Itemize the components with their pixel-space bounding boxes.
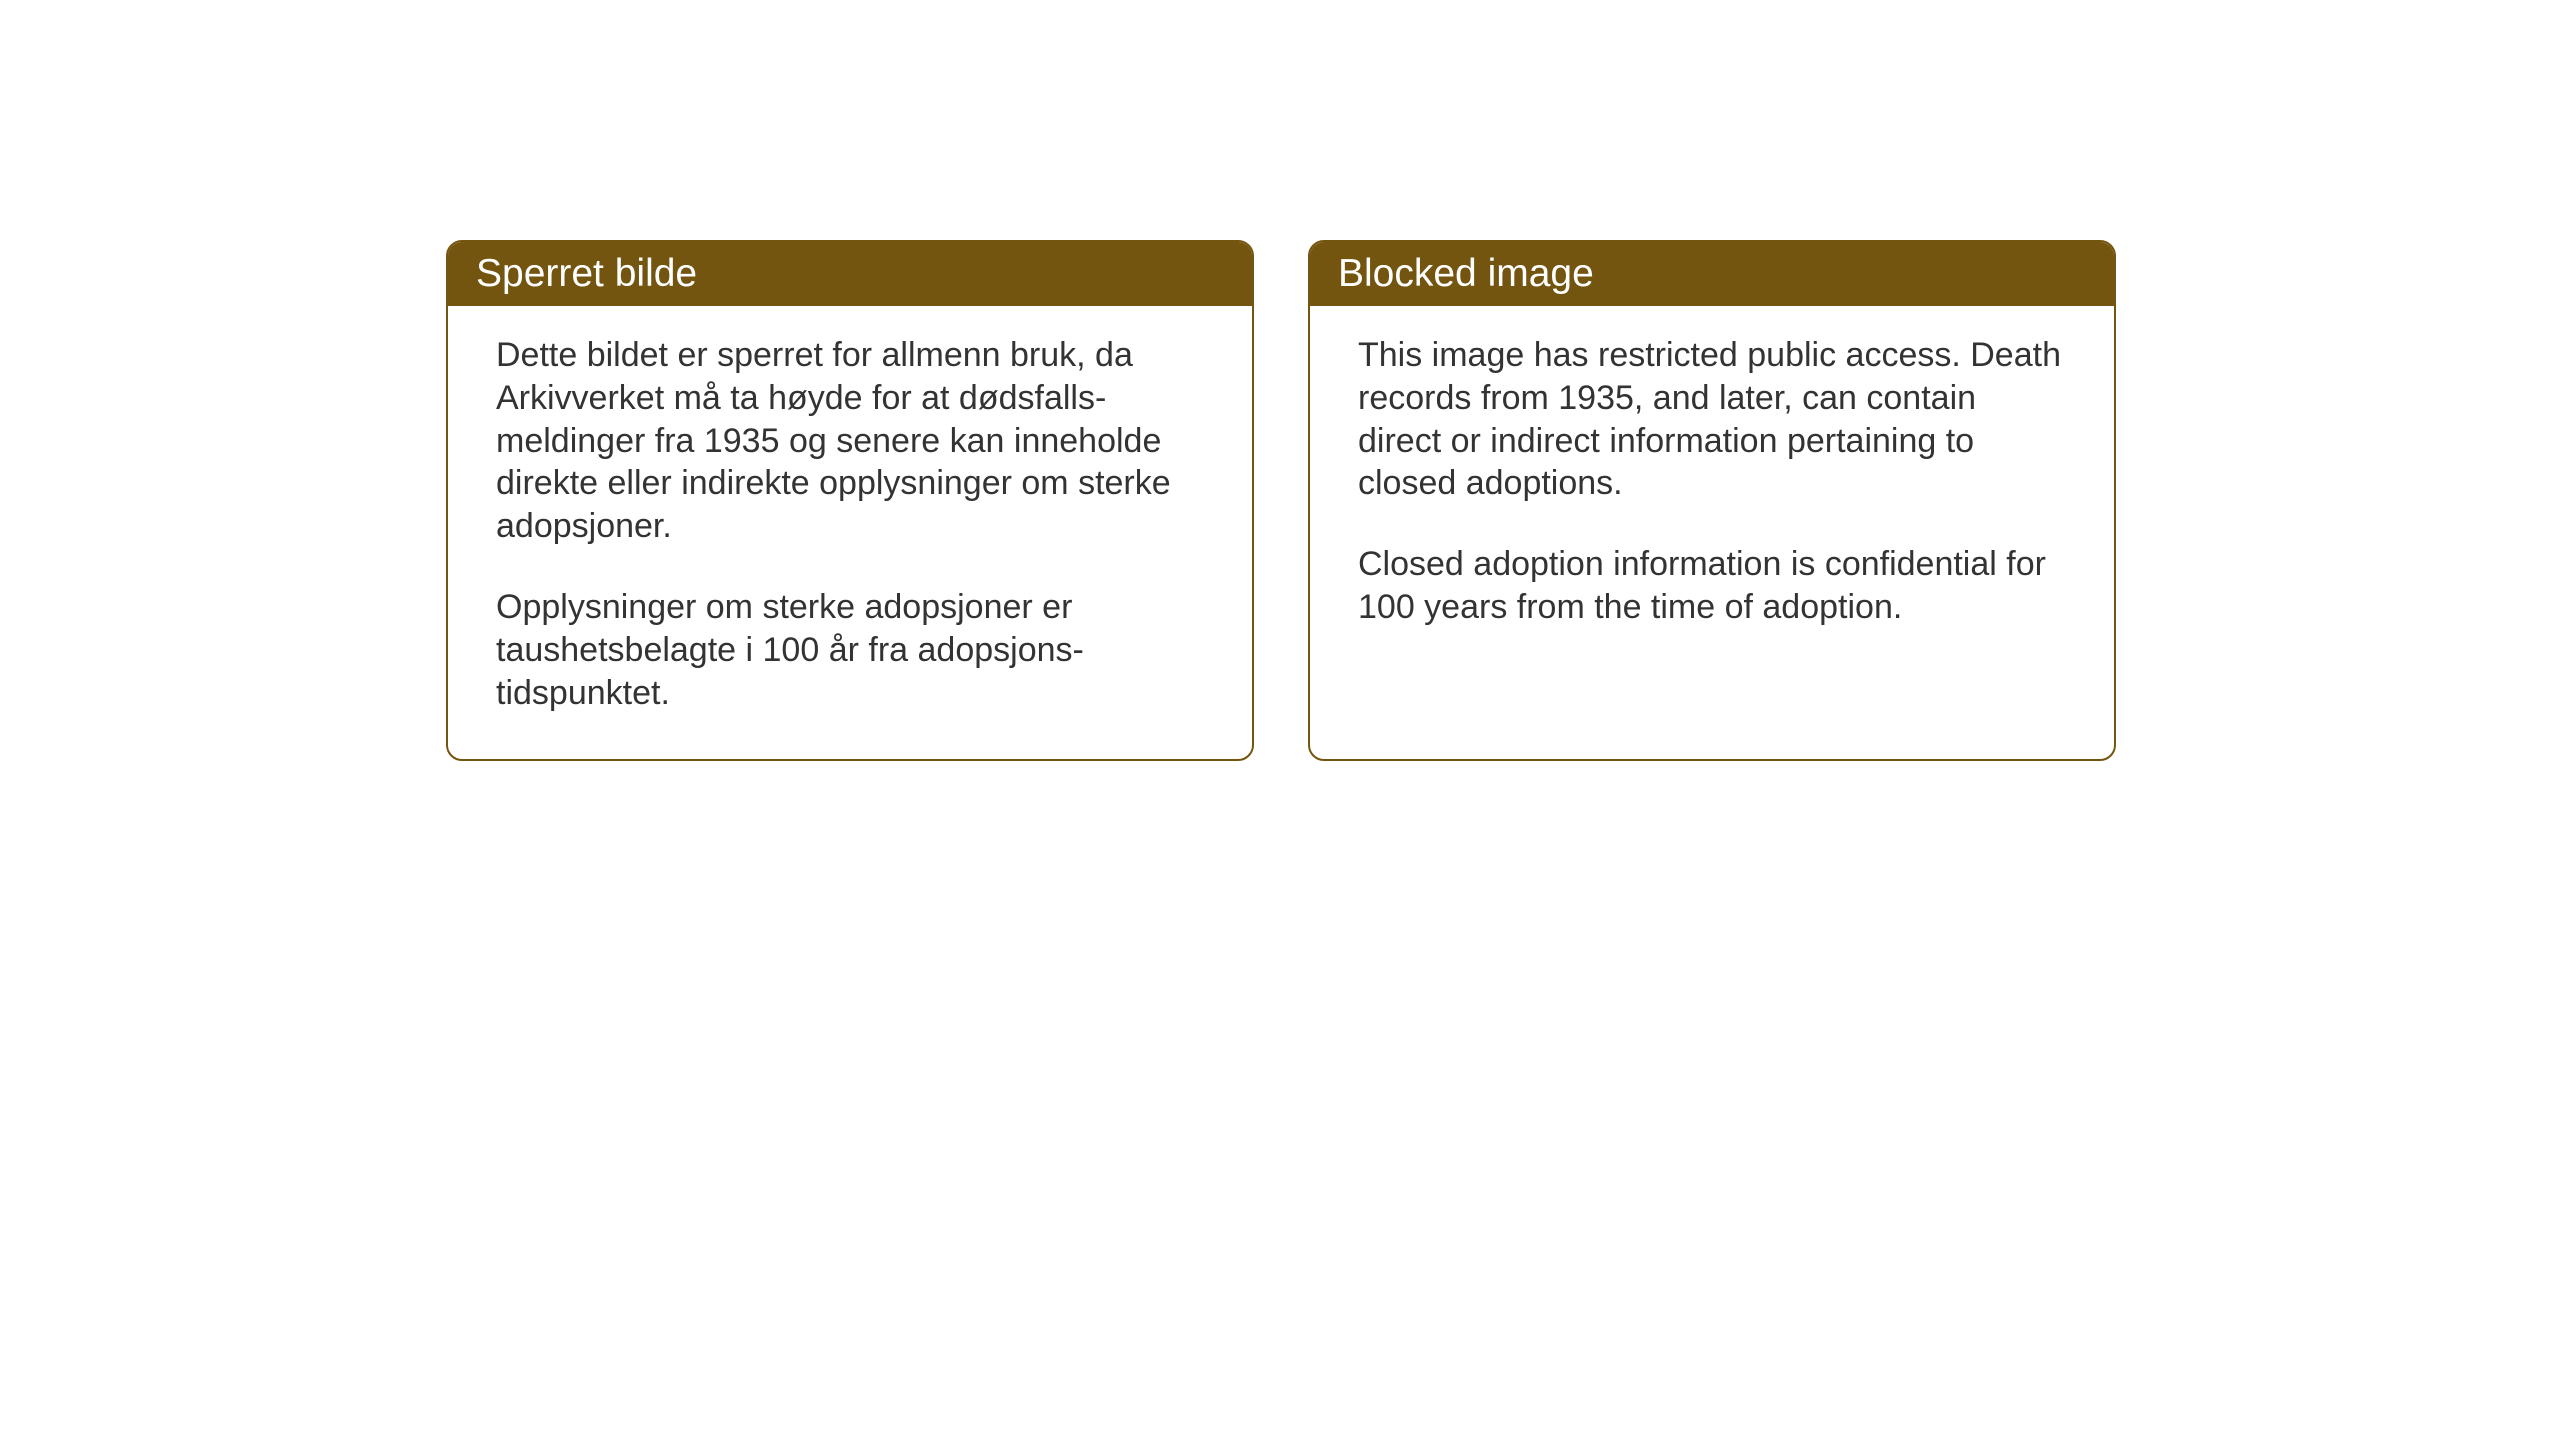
card-body-english: This image has restricted public access.… (1310, 306, 2114, 673)
card-paragraph-2-english: Closed adoption information is confident… (1358, 543, 2066, 629)
card-paragraph-2-norwegian: Opplysninger om sterke adopsjoner er tau… (496, 586, 1204, 714)
card-title-norwegian: Sperret bilde (476, 252, 697, 295)
notice-card-english: Blocked image This image has restricted … (1308, 240, 2116, 761)
notice-container: Sperret bilde Dette bildet er sperret fo… (446, 240, 2116, 761)
card-paragraph-1-norwegian: Dette bildet er sperret for allmenn bruk… (496, 334, 1204, 548)
card-header-norwegian: Sperret bilde (448, 242, 1252, 306)
card-paragraph-1-english: This image has restricted public access.… (1358, 334, 2066, 505)
card-header-english: Blocked image (1310, 242, 2114, 306)
card-title-english: Blocked image (1338, 252, 1594, 295)
card-body-norwegian: Dette bildet er sperret for allmenn bruk… (448, 306, 1252, 759)
notice-card-norwegian: Sperret bilde Dette bildet er sperret fo… (446, 240, 1254, 761)
